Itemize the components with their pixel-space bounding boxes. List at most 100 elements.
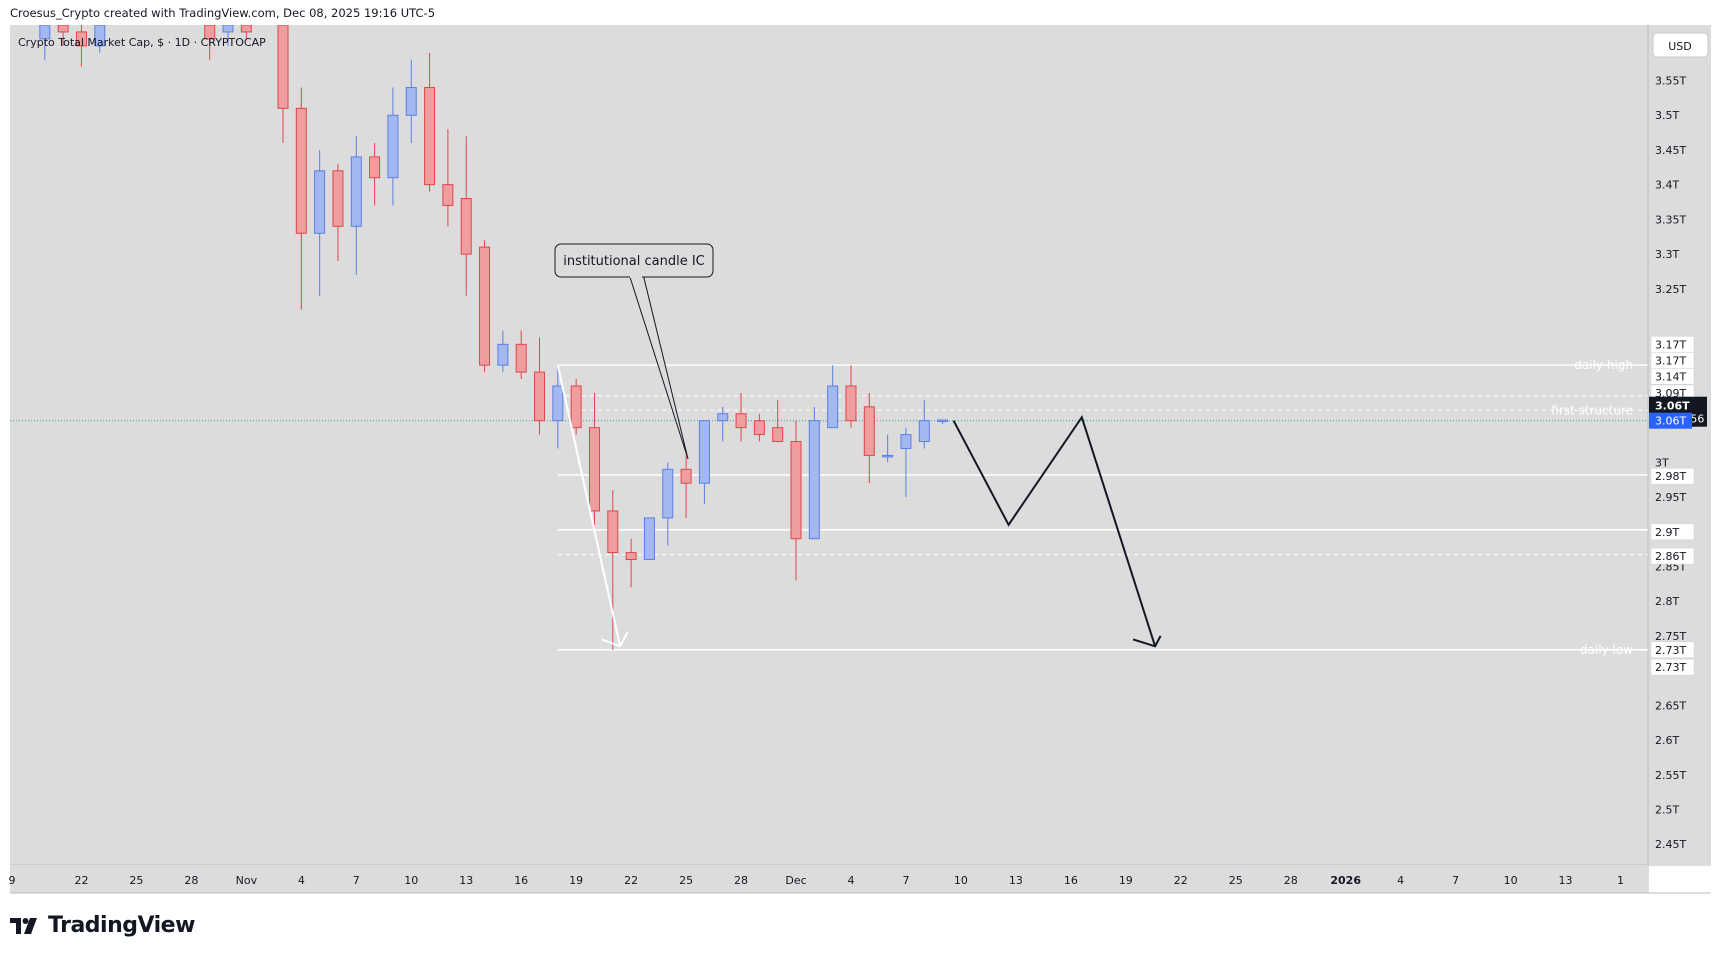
- candle[interactable]: [442, 129, 454, 227]
- level-badge-text: 2.9T: [1655, 526, 1679, 539]
- candle[interactable]: [790, 420, 802, 581]
- candle-body: [332, 170, 344, 227]
- level-badge[interactable]: 3.14T: [1650, 368, 1695, 385]
- level-badge[interactable]: 2.98T: [1650, 467, 1695, 485]
- candle[interactable]: [240, 25, 252, 39]
- level-badge[interactable]: 2.9T: [1650, 523, 1695, 541]
- candle-body: [460, 198, 472, 255]
- candle[interactable]: [94, 25, 106, 53]
- candle-body: [222, 25, 234, 33]
- white-arrow-line[interactable]: [556, 364, 622, 647]
- candle[interactable]: [332, 163, 344, 262]
- candle[interactable]: [405, 59, 417, 144]
- y-tick-label: 3T: [1655, 456, 1669, 469]
- candle[interactable]: [424, 52, 436, 192]
- candle[interactable]: [753, 413, 765, 442]
- level-badge[interactable]: 2.73T: [1650, 658, 1695, 676]
- level-badge-text: 3.17T: [1655, 338, 1686, 351]
- level-label: first structure: [1551, 403, 1633, 417]
- x-tick-label: 22: [1174, 874, 1188, 887]
- level-badge-bg: [1650, 547, 1695, 565]
- candle[interactable]: [314, 149, 326, 296]
- candle[interactable]: [552, 365, 564, 449]
- tradingview-logo-icon: [10, 918, 37, 934]
- candle[interactable]: [717, 406, 729, 442]
- tradingview-wordmark: TradingView: [48, 912, 195, 938]
- candle-body: [662, 468, 674, 519]
- candle[interactable]: [680, 455, 692, 518]
- level-badge[interactable]: 3.17T: [1650, 336, 1695, 353]
- candle[interactable]: [882, 434, 894, 463]
- level-badge-bg: [1650, 368, 1695, 385]
- candle[interactable]: [827, 365, 839, 429]
- candle[interactable]: [937, 419, 949, 425]
- candle[interactable]: [460, 136, 472, 296]
- candle[interactable]: [735, 392, 747, 442]
- candle[interactable]: [387, 87, 399, 206]
- level-badge[interactable]: 2.86T: [1650, 547, 1695, 565]
- candle[interactable]: [900, 427, 912, 498]
- candle[interactable]: [845, 365, 857, 428]
- candle[interactable]: [662, 462, 674, 546]
- candle[interactable]: [570, 379, 582, 435]
- candle-body: [515, 343, 527, 373]
- candle[interactable]: [808, 406, 820, 540]
- plot-area[interactable]: [10, 25, 1648, 865]
- candle[interactable]: [497, 330, 509, 373]
- x-tick-label: 25: [129, 874, 143, 887]
- candle[interactable]: [350, 136, 362, 275]
- candle[interactable]: [918, 399, 930, 449]
- y-tick-label: 3.5T: [1655, 109, 1679, 122]
- y-tick-label: 3.25T: [1655, 283, 1686, 296]
- x-tick-label: 2026: [1330, 874, 1361, 887]
- level-badge-text: 2.86T: [1655, 550, 1686, 563]
- candle-body: [863, 406, 875, 456]
- candle-body: [314, 170, 326, 234]
- annotation-callout[interactable]: institutional candle IC: [554, 243, 714, 460]
- y-axis-panel[interactable]: [1648, 25, 1711, 865]
- candle-body: [405, 86, 417, 116]
- candle[interactable]: [75, 25, 87, 67]
- current-price-badge[interactable]: 3.06T: [1649, 412, 1692, 429]
- x-tick-label: 10: [404, 874, 418, 887]
- x-tick-label: 22: [624, 874, 638, 887]
- candle[interactable]: [698, 420, 710, 505]
- candle-body: [753, 420, 765, 436]
- candle[interactable]: [479, 240, 491, 373]
- candle-body: [772, 427, 784, 443]
- x-axis-panel[interactable]: [10, 866, 1648, 893]
- candle[interactable]: [588, 392, 600, 525]
- currency-button[interactable]: USD: [1652, 32, 1709, 58]
- candle-body: [625, 552, 637, 561]
- candle[interactable]: [369, 143, 381, 206]
- x-tick-label: 10: [1504, 874, 1518, 887]
- level-badge[interactable]: 3.17T: [1650, 352, 1695, 369]
- candle[interactable]: [277, 25, 289, 144]
- candle[interactable]: [772, 399, 784, 443]
- y-tick-label: 3.55T: [1655, 75, 1686, 88]
- x-tick-label: 28: [1284, 874, 1298, 887]
- candle[interactable]: [863, 392, 875, 484]
- y-tick-label: 2.45T: [1655, 838, 1686, 851]
- candle[interactable]: [222, 25, 234, 46]
- projection-path[interactable]: [952, 414, 1157, 647]
- x-tick-label: 19: [1119, 874, 1133, 887]
- level-badge-text: 3.14T: [1655, 370, 1686, 383]
- candle[interactable]: [204, 25, 216, 60]
- candle[interactable]: [515, 330, 527, 380]
- candle[interactable]: [534, 337, 546, 435]
- candle[interactable]: [643, 517, 655, 561]
- level-badge[interactable]: 2.73T: [1650, 641, 1695, 659]
- candle[interactable]: [625, 538, 637, 588]
- candle[interactable]: [607, 490, 619, 650]
- candle-body: [552, 385, 564, 422]
- candle-body: [588, 427, 600, 512]
- level-badge-bg: [1650, 523, 1695, 541]
- candle-body: [204, 25, 216, 40]
- candle[interactable]: [57, 25, 69, 46]
- candle[interactable]: [295, 87, 307, 310]
- candle[interactable]: [39, 25, 51, 60]
- tradingview-logo[interactable]: TradingView: [10, 911, 195, 939]
- x-tick-label: 13: [459, 874, 473, 887]
